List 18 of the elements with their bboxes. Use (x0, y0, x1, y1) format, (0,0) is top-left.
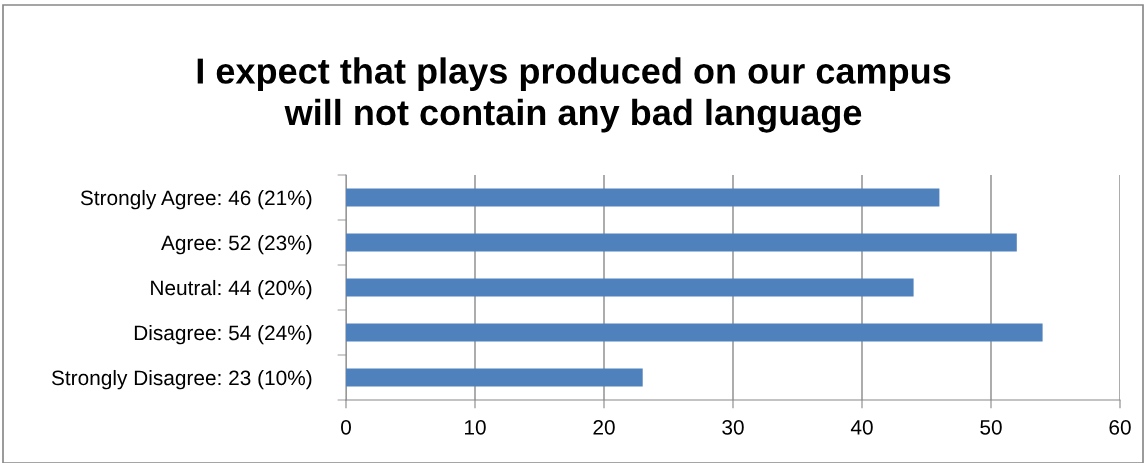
x-tick-label: 0 (341, 419, 351, 435)
x-tick-label: 60 (1109, 419, 1131, 435)
bar (346, 368, 643, 387)
bar (346, 278, 914, 297)
y-tick-label: Strongly Disagree: 23 (10%) (51, 369, 312, 390)
y-tick-label: Neutral: 44 (20%) (151, 279, 312, 300)
y-tick-label: Strongly Agree: 46 (21%) (80, 189, 312, 210)
x-tick-label: 50 (980, 419, 1002, 435)
y-tick-label: Disagree: 54 (24%) (134, 324, 312, 345)
bar (346, 323, 1043, 342)
x-tick-label: 40 (850, 419, 873, 435)
x-tick-label: 30 (722, 419, 744, 435)
bar (346, 188, 940, 207)
x-tick-label: 20 (593, 419, 615, 435)
chart-title: I expect that plays produced on our campus will not contain any bad language (197, 57, 951, 133)
y-tick-label: Agree: 52 (23%) (161, 234, 312, 255)
x-tick-label: 10 (465, 419, 486, 435)
bar (346, 233, 1017, 252)
